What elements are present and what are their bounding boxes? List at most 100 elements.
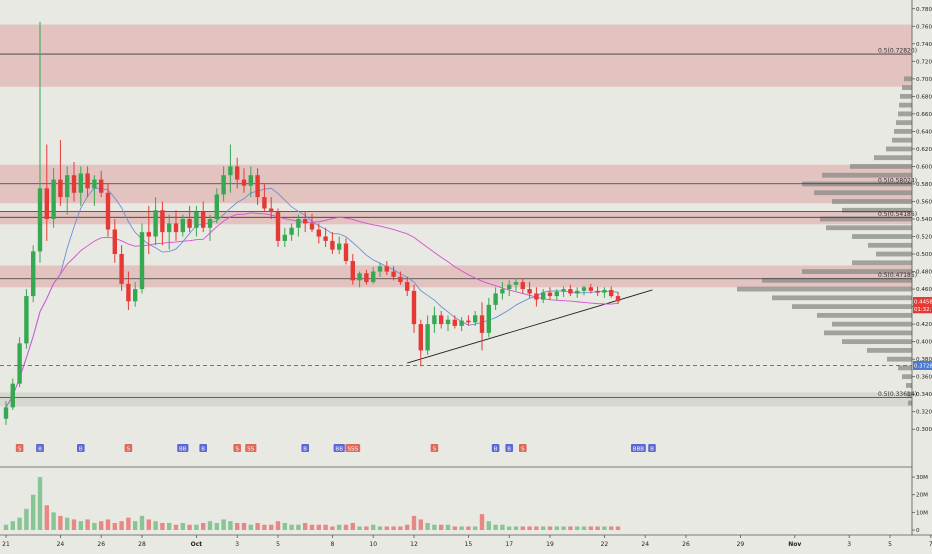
volume-bar (507, 526, 512, 530)
candle-body (575, 290, 580, 294)
volume-bar (85, 519, 90, 530)
price-tick-label: 0.78000 (916, 7, 932, 13)
candle-body (384, 266, 389, 272)
candle-body (323, 236, 328, 241)
candle-body (588, 287, 593, 291)
candle-body (167, 223, 172, 233)
time-tick-label: 15 (465, 541, 473, 548)
event-marker (199, 444, 207, 452)
price-tick-label: 0.70000 (916, 77, 932, 83)
volume-bar (221, 519, 226, 530)
candle-body (452, 319, 457, 326)
volume-bar (167, 522, 172, 530)
volume-profile-row (868, 242, 912, 248)
candle-body (248, 175, 253, 186)
volume-bar (153, 521, 158, 530)
volume-bar (289, 524, 294, 530)
volume-profile-row (802, 269, 912, 274)
volume-profile-row (887, 356, 912, 362)
level-label: 0.5(0.33614) (878, 391, 917, 398)
volume-bar (282, 522, 287, 530)
volume-profile-row (907, 391, 912, 397)
price-tick-label: 0.50000 (916, 252, 932, 258)
candle-body (255, 175, 260, 198)
candle-body (119, 254, 124, 284)
volume-bar (568, 526, 573, 530)
price-tick-label: 0.34000 (916, 392, 932, 398)
time-tick-label: 22 (601, 541, 609, 548)
candle-body (418, 324, 423, 351)
volume-bar (241, 522, 247, 530)
zone-band (0, 392, 912, 407)
price-tick-label: 0.42000 (916, 322, 932, 328)
price-tick-label: 0.38000 (916, 357, 932, 363)
candle-body (180, 219, 185, 233)
volume-bar (309, 524, 315, 530)
candle-body (459, 320, 464, 326)
event-marker (77, 444, 85, 452)
candle-body (269, 208, 274, 212)
volume-bar (534, 526, 539, 530)
event-marker-label: B (79, 447, 83, 453)
level-label: 0.5(0.54186) (878, 211, 917, 218)
volume-bar (343, 524, 349, 530)
volume-profile-row (898, 365, 912, 371)
price-tick-label: 0.54000 (916, 217, 932, 223)
volume-bar (439, 524, 444, 530)
volume-profile-row (896, 120, 912, 126)
zone-band (0, 24, 912, 87)
volume-profile-row (842, 207, 912, 213)
candle-body (289, 227, 294, 235)
time-tick-label: 10 (369, 541, 377, 548)
volume-bar (92, 522, 97, 530)
time-tick-label: 19 (546, 541, 554, 548)
event-marker-label: S (433, 447, 437, 453)
volume-bar (493, 524, 498, 530)
volume-bar (405, 524, 410, 530)
candle-body (343, 243, 349, 262)
volume-bar (500, 524, 505, 530)
volume-bar (31, 494, 36, 530)
candle-body (207, 219, 213, 228)
candle-body (398, 276, 403, 283)
event-marker-label: B (201, 447, 205, 453)
price-badge (913, 360, 932, 370)
volume-bar (255, 522, 260, 530)
candle-body (85, 173, 90, 189)
price-badge (913, 304, 932, 314)
candle-body (432, 315, 437, 325)
volume-profile-row (792, 304, 912, 309)
volume-bar (119, 521, 124, 530)
candle-body (201, 211, 206, 228)
volume-profile-row (894, 129, 912, 134)
price-tick-label: 0.48000 (916, 270, 932, 276)
volume-bar (214, 522, 219, 530)
volume-bar (425, 522, 430, 530)
time-tick-label: 26 (97, 541, 105, 548)
volume-bar (187, 524, 192, 530)
candle-body (541, 292, 546, 300)
candle-body (520, 282, 525, 290)
volume-bar (37, 477, 43, 530)
volume-bar (65, 517, 70, 530)
event-marker-label: B (650, 447, 654, 453)
volume-profile-row (902, 374, 912, 380)
price-tick-label: 0.64000 (916, 129, 932, 135)
candle-body (173, 223, 179, 233)
candle-body (615, 296, 621, 302)
candle-body (439, 315, 444, 325)
volume-profile-row (900, 93, 912, 99)
event-marker (233, 444, 241, 452)
candle-body (17, 343, 22, 384)
event-marker-label: S (521, 447, 525, 453)
price-tick-label: 0.40000 (916, 340, 932, 346)
volume-bar (133, 521, 138, 530)
volume-bar (330, 526, 335, 530)
volume-bar (595, 526, 600, 530)
volume-profile-row (902, 85, 912, 90)
time-tick-label: 5 (888, 541, 892, 548)
volume-bar (44, 505, 49, 530)
volume-tick-label: 10M (916, 510, 928, 516)
price-tick-label: 0.32000 (916, 410, 932, 416)
